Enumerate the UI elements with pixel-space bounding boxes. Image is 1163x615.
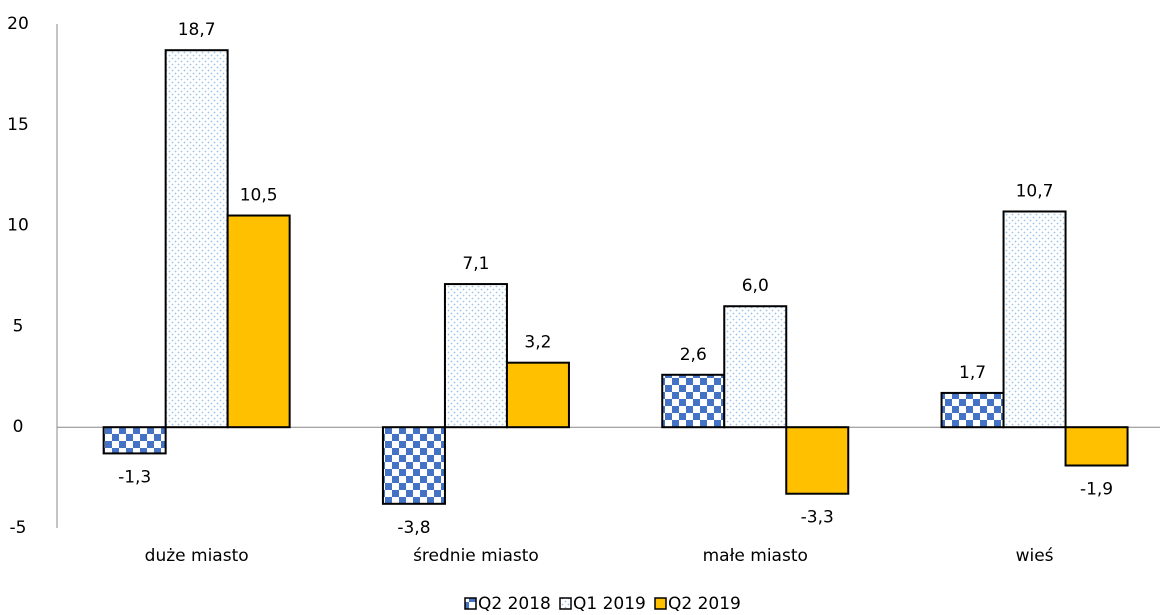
bar (505, 361, 570, 429)
bar (226, 214, 291, 429)
x-tick-label: małe miasto (703, 546, 808, 566)
y-tick-label: -5 (10, 518, 27, 538)
value-label: 10,5 (240, 186, 278, 206)
legend-swatch (464, 597, 477, 610)
x-tick-label: średnie miasto (413, 546, 539, 566)
value-label: 18,7 (178, 20, 216, 40)
bar (940, 391, 1005, 429)
value-label: 6,0 (742, 276, 769, 296)
y-tick-label: 20 (7, 14, 29, 34)
value-label: 1,7 (959, 363, 986, 383)
y-tick-label: 15 (7, 115, 29, 135)
value-label: 3,2 (524, 333, 551, 353)
bar (723, 305, 788, 429)
value-label: 7,1 (462, 254, 489, 274)
bar (381, 426, 446, 505)
legend-label: Q1 2019 (573, 594, 646, 614)
bar (1002, 210, 1067, 429)
value-label: 2,6 (680, 345, 707, 365)
value-label: -3,8 (397, 518, 430, 538)
legend-label: Q2 2019 (668, 594, 741, 614)
bar (661, 373, 726, 429)
bar (1064, 426, 1129, 467)
bar (164, 49, 229, 429)
legend-label: Q2 2018 (478, 594, 551, 614)
x-tick-label: wieś (1016, 546, 1054, 566)
legend-swatch (559, 597, 572, 610)
x-tick-label: duże miasto (145, 546, 249, 566)
y-tick-label: 0 (13, 417, 24, 437)
value-label: -3,3 (801, 508, 834, 528)
y-tick-label: 5 (13, 316, 24, 336)
y-tick-label: 10 (7, 216, 29, 236)
legend-swatch (654, 597, 667, 610)
value-label: 10,7 (1016, 181, 1054, 201)
bar (443, 283, 508, 429)
value-label: -1,9 (1080, 480, 1113, 500)
bar (102, 426, 167, 455)
bar (785, 426, 850, 495)
value-label: -1,3 (118, 467, 151, 487)
